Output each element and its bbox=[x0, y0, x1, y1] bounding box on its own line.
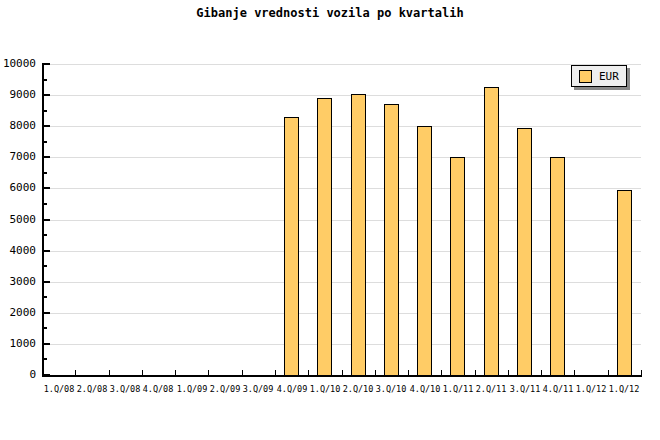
gridline bbox=[44, 64, 641, 65]
x-tick bbox=[441, 370, 442, 375]
x-tick bbox=[308, 370, 309, 375]
x-tick bbox=[175, 370, 176, 375]
y-major-tick bbox=[42, 343, 50, 345]
x-tick bbox=[109, 370, 110, 375]
y-minor-tick bbox=[42, 265, 47, 267]
y-minor-tick bbox=[42, 358, 47, 360]
bar bbox=[417, 126, 432, 376]
y-tick-label: 8000 bbox=[0, 120, 36, 132]
y-major-tick bbox=[42, 125, 50, 127]
bar bbox=[317, 98, 332, 376]
bar bbox=[517, 128, 532, 376]
x-tick bbox=[142, 370, 143, 375]
x-tick bbox=[541, 370, 542, 375]
y-tick-label: 1000 bbox=[0, 338, 36, 350]
y-tick-label: 3000 bbox=[0, 276, 36, 288]
y-minor-tick bbox=[42, 327, 47, 329]
y-major-tick bbox=[42, 94, 50, 96]
y-minor-tick bbox=[42, 296, 47, 298]
x-tick bbox=[375, 370, 376, 375]
bar bbox=[351, 94, 366, 376]
x-tick bbox=[75, 370, 76, 375]
y-tick-label: 7000 bbox=[0, 151, 36, 163]
x-tick bbox=[342, 370, 343, 375]
y-tick-label: 4000 bbox=[0, 245, 36, 257]
y-major-tick bbox=[42, 63, 50, 65]
y-tick-label: 10000 bbox=[0, 58, 36, 70]
y-major-tick bbox=[42, 374, 50, 376]
y-major-tick bbox=[42, 156, 50, 158]
legend-label: EUR bbox=[599, 70, 619, 83]
y-minor-tick bbox=[42, 141, 47, 143]
y-tick-label: 6000 bbox=[0, 182, 36, 194]
x-tick bbox=[408, 370, 409, 375]
bar bbox=[450, 157, 465, 376]
y-minor-tick bbox=[42, 203, 47, 205]
bar bbox=[484, 87, 499, 376]
x-tick bbox=[208, 370, 209, 375]
gridline bbox=[44, 95, 641, 96]
x-tick bbox=[275, 370, 276, 375]
y-minor-tick bbox=[42, 110, 47, 112]
chart-canvas: Gibanje vrednosti vozila po kvartalih 01… bbox=[0, 0, 660, 440]
y-minor-tick bbox=[42, 234, 47, 236]
legend: EUR bbox=[571, 65, 627, 87]
y-tick-label: 2000 bbox=[0, 307, 36, 319]
y-tick-label: 0 bbox=[0, 369, 36, 381]
x-tick bbox=[574, 370, 575, 375]
x-tick bbox=[242, 370, 243, 375]
y-tick-label: 9000 bbox=[0, 89, 36, 101]
legend-color-swatch-eur bbox=[579, 70, 592, 83]
y-major-tick bbox=[42, 250, 50, 252]
x-axis bbox=[42, 375, 642, 377]
x-tick bbox=[608, 370, 609, 375]
bar bbox=[550, 157, 565, 376]
x-tick bbox=[475, 370, 476, 375]
bar bbox=[284, 117, 299, 376]
bar bbox=[384, 104, 399, 376]
x-tick bbox=[508, 370, 509, 375]
y-major-tick bbox=[42, 281, 50, 283]
y-minor-tick bbox=[42, 79, 47, 81]
y-major-tick bbox=[42, 312, 50, 314]
y-major-tick bbox=[42, 219, 50, 221]
y-minor-tick bbox=[42, 172, 47, 174]
bar bbox=[617, 190, 632, 376]
gridline bbox=[44, 126, 641, 127]
y-tick-label: 5000 bbox=[0, 214, 36, 226]
x-tick-label: 1.Q/12 bbox=[602, 384, 646, 394]
plot-area: 0 1000 2000 3000 4000 5000 6000 7000 8000 9000 100… bbox=[0, 0, 660, 440]
x-tick bbox=[641, 370, 642, 375]
y-major-tick bbox=[42, 187, 50, 189]
